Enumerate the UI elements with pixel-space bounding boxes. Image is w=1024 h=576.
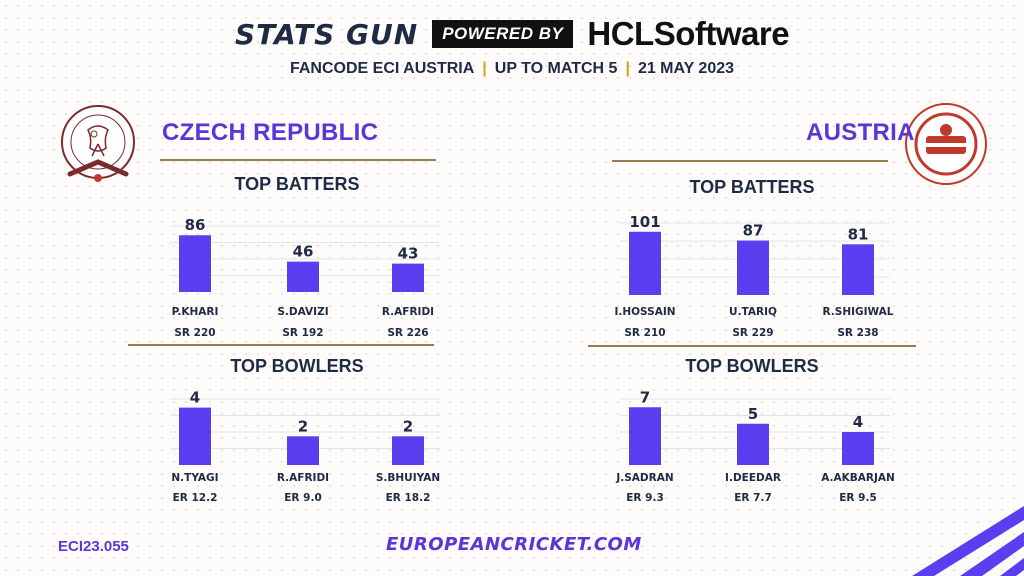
section-title-czech-bowlers: TOP BOWLERS	[230, 356, 364, 376]
bar	[629, 231, 661, 295]
section-title-czech-batters: TOP BATTERS	[234, 174, 360, 194]
powered-by-badge: POWERED BY	[432, 20, 574, 48]
data-label: 86	[185, 216, 206, 234]
chart-czech-bowlers: 4 N.TYAGI ER 12.2 2 R.AFRIDI ER 9.0 2 S.BHUIYAN…	[170, 389, 440, 504]
team-name-czech: CZECH REPUBLIC	[162, 119, 379, 146]
data-label: 2	[403, 417, 413, 435]
bar	[737, 423, 769, 465]
category-label: I.HOSSAIN	[614, 306, 675, 318]
category-label: A.AKBARJAN	[821, 472, 895, 484]
data-label: 81	[848, 225, 869, 243]
data-label: 87	[743, 222, 764, 240]
category-label: J.SADRAN	[615, 472, 673, 484]
divider-austria-mid	[588, 345, 916, 347]
stat-label: SR 192	[282, 327, 323, 339]
stat-label: ER 9.3	[626, 492, 664, 504]
stat-label: ER 7.7	[734, 492, 772, 504]
data-label: 101	[629, 213, 660, 231]
subtitle-tournament: FANCODE ECI AUSTRIA	[289, 60, 475, 77]
category-label: S.DAVIZI	[277, 306, 328, 318]
data-label: 7	[640, 388, 650, 406]
bar	[179, 235, 211, 292]
bar	[842, 432, 874, 465]
stat-label: SR 226	[387, 327, 428, 339]
stat-label: SR 220	[174, 327, 215, 339]
bar	[392, 436, 424, 465]
data-label: 4	[190, 389, 200, 407]
section-title-austria-batters: TOP BATTERS	[689, 177, 815, 197]
category-label: R.AFRIDI	[277, 472, 329, 484]
bar	[842, 244, 874, 295]
footer-code: ECI23.055	[58, 538, 129, 555]
sponsor-logo: HCLSoftware	[587, 15, 790, 52]
chart-austria-bowlers: 7 J.SADRAN ER 9.3 5 I.DEEDAR ER 7.7 4 A.AKBARJA…	[615, 388, 895, 504]
team-name-austria: AUSTRIA	[806, 119, 915, 146]
section-title-austria-bowlers: TOP BOWLERS	[685, 356, 819, 376]
data-label: 2	[298, 417, 308, 435]
category-label: N.TYAGI	[171, 472, 218, 484]
stat-label: ER 9.5	[839, 492, 877, 504]
footer-url[interactable]: EUROPEANCRICKET.COM	[386, 534, 642, 555]
austria-cricket-logo-icon	[905, 103, 987, 185]
bar	[287, 261, 319, 292]
bar	[392, 263, 424, 292]
chart-austria-batters: 101 I.HOSSAIN SR 210 87 U.TARIQ SR 229 81 R.SHI…	[614, 213, 894, 339]
bar	[629, 407, 661, 465]
bar	[179, 407, 211, 465]
stat-label: ER 12.2	[173, 492, 218, 504]
subtitle-separator: |	[482, 60, 487, 77]
divider-austria-top	[612, 160, 888, 162]
subtitle-matches: UP TO MATCH 5	[494, 60, 618, 77]
category-label: U.TARIQ	[729, 306, 777, 318]
stats-gun-logo: STATS GUN	[234, 17, 419, 51]
category-label: R.SHIGIWAL	[823, 306, 894, 318]
stat-label: ER 18.2	[386, 492, 431, 504]
stat-label: SR 238	[837, 327, 878, 339]
stat-label: ER 9.0	[284, 492, 322, 504]
subtitle: FANCODE ECI AUSTRIA | UP TO MATCH 5 | 21…	[0, 60, 1024, 78]
divider-czech-top	[160, 159, 436, 161]
bar	[287, 436, 319, 465]
bar	[737, 240, 769, 295]
data-label: 4	[853, 413, 863, 431]
subtitle-date: 21 MAY 2023	[637, 60, 735, 77]
category-label: S.BHUIYAN	[376, 472, 440, 484]
divider-czech-mid	[128, 344, 434, 346]
header: STATS GUN POWERED BY HCLSoftware FANCODE…	[0, 14, 1024, 78]
category-label: R.AFRIDI	[382, 306, 434, 318]
subtitle-separator: |	[625, 60, 630, 77]
czech-cricket-crest-icon	[61, 105, 135, 182]
stat-label: SR 210	[624, 327, 665, 339]
data-label: 5	[748, 405, 758, 423]
category-label: P.KHARI	[172, 306, 219, 318]
brand-row: STATS GUN POWERED BY HCLSoftware	[0, 14, 1024, 54]
chart-czech-batters: 86 P.KHARI SR 220 46 S.DAVIZI SR 192 43 R.AFRID…	[170, 216, 440, 339]
stat-label: SR 229	[732, 327, 773, 339]
decorative-stripes-icon	[912, 506, 1024, 576]
data-label: 46	[293, 243, 314, 261]
data-label: 43	[398, 245, 419, 263]
category-label: I.DEEDAR	[725, 472, 781, 484]
